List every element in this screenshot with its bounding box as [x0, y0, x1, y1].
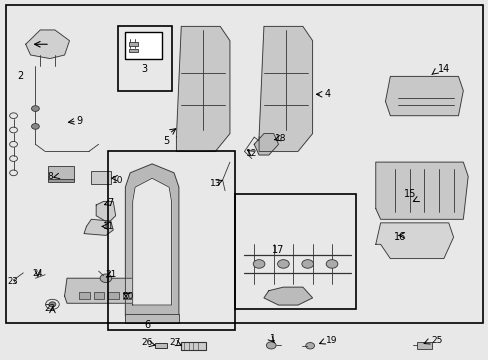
Polygon shape: [96, 202, 116, 223]
Circle shape: [277, 260, 288, 268]
Circle shape: [31, 106, 39, 111]
Polygon shape: [176, 26, 229, 152]
Polygon shape: [132, 178, 171, 305]
Bar: [122, 292, 133, 298]
Bar: [125, 32, 162, 59]
Bar: [94, 292, 104, 298]
Bar: [128, 49, 137, 53]
Text: 3: 3: [142, 64, 147, 74]
Circle shape: [301, 260, 313, 268]
Text: 18: 18: [275, 134, 286, 143]
Text: 8: 8: [47, 172, 53, 181]
Bar: [47, 166, 74, 180]
Circle shape: [305, 342, 314, 349]
Circle shape: [144, 228, 159, 239]
Text: 20: 20: [122, 292, 133, 301]
Text: 9: 9: [76, 116, 82, 126]
Text: 7: 7: [107, 198, 114, 208]
Text: 6: 6: [144, 320, 150, 330]
Bar: [47, 179, 74, 182]
Text: 15: 15: [403, 189, 415, 199]
Circle shape: [266, 342, 276, 349]
Text: 27: 27: [169, 338, 181, 347]
Bar: [125, 314, 179, 323]
Bar: [118, 26, 171, 91]
Bar: [181, 342, 205, 350]
Text: 19: 19: [325, 336, 337, 345]
Text: 16: 16: [393, 232, 406, 242]
Polygon shape: [254, 134, 278, 155]
Text: 1: 1: [269, 334, 275, 343]
Circle shape: [253, 260, 264, 268]
Text: 22: 22: [44, 304, 56, 313]
Bar: [108, 292, 119, 298]
Circle shape: [325, 260, 337, 268]
Bar: [91, 171, 111, 184]
Text: 10: 10: [112, 176, 123, 185]
Polygon shape: [84, 219, 113, 235]
Bar: [6, 5, 482, 323]
Bar: [79, 292, 90, 298]
Bar: [128, 42, 137, 46]
Polygon shape: [375, 223, 453, 258]
Polygon shape: [264, 287, 312, 305]
Text: 12: 12: [245, 149, 257, 158]
Text: 4: 4: [324, 89, 329, 99]
Circle shape: [31, 123, 39, 129]
Text: 25: 25: [430, 336, 441, 345]
Text: 2: 2: [18, 71, 24, 81]
Polygon shape: [375, 162, 467, 219]
Circle shape: [100, 274, 112, 283]
Text: 5: 5: [163, 136, 169, 146]
Bar: [154, 342, 166, 348]
Text: 11: 11: [102, 222, 114, 231]
Text: 17: 17: [272, 245, 284, 255]
Text: 23: 23: [7, 277, 18, 286]
Text: 14: 14: [437, 64, 449, 74]
Bar: [416, 342, 431, 349]
Polygon shape: [64, 278, 140, 303]
Circle shape: [49, 302, 56, 307]
Polygon shape: [259, 26, 312, 152]
Bar: [108, 152, 234, 330]
Text: 26: 26: [142, 338, 153, 347]
Text: 21: 21: [105, 270, 116, 279]
Text: 24: 24: [33, 269, 43, 278]
Polygon shape: [125, 164, 179, 316]
Polygon shape: [385, 76, 462, 116]
Text: 13: 13: [209, 179, 221, 188]
Polygon shape: [26, 30, 69, 59]
Bar: [234, 194, 356, 309]
